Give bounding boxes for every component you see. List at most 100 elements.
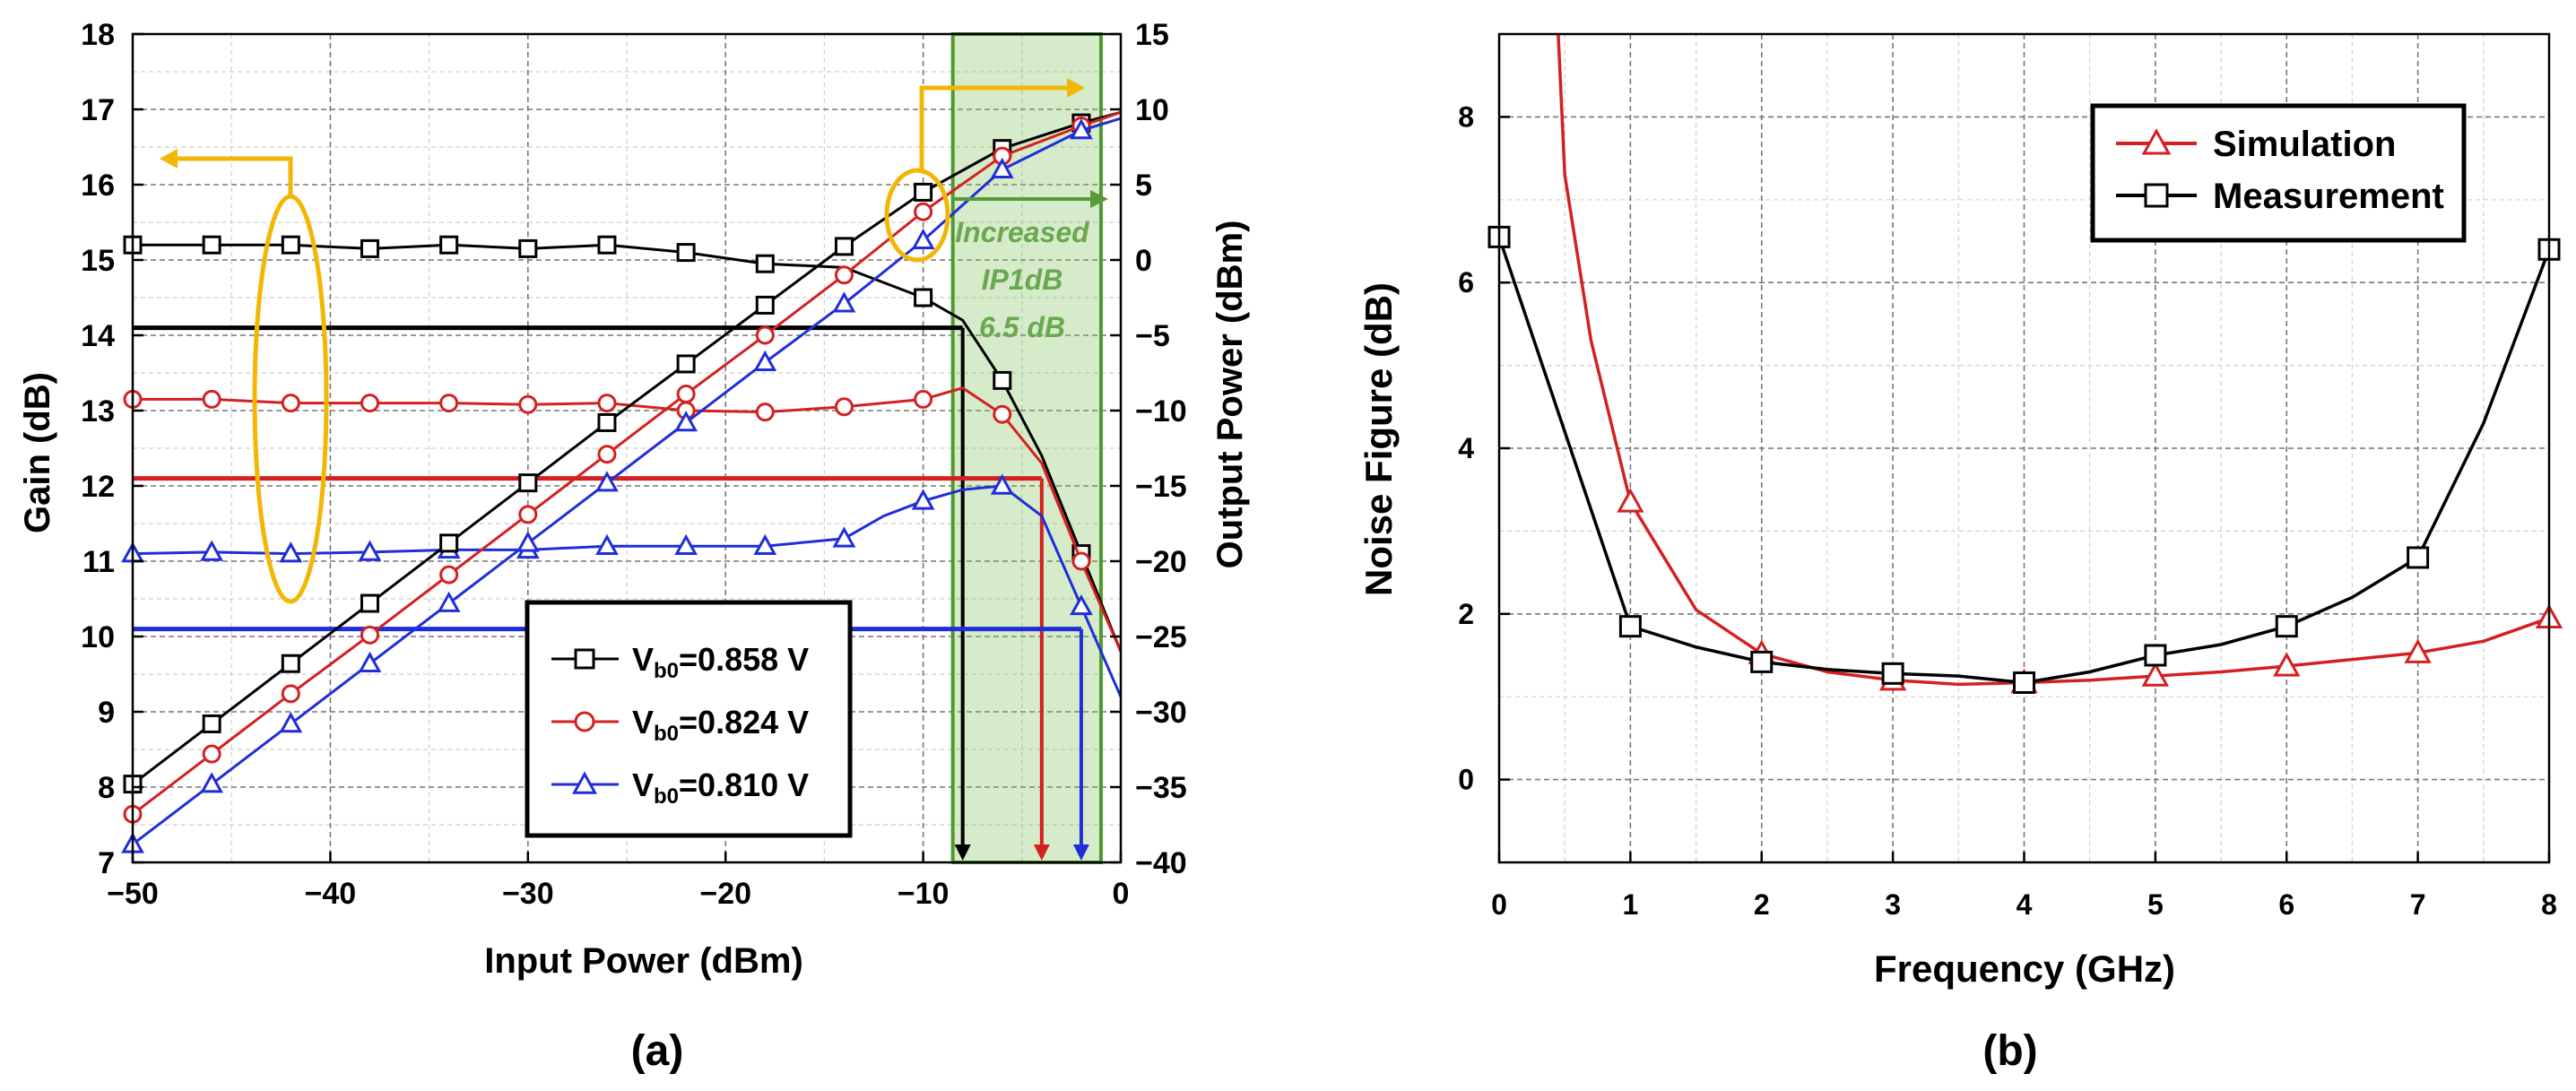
- y-right-tick-label: 0: [1135, 244, 1152, 278]
- data-point-simulation: [2141, 662, 2170, 687]
- data-point-measurement: [2013, 671, 2035, 694]
- data-point-simulation: [1617, 488, 1644, 513]
- panel-a-plot-frame: [131, 32, 1123, 864]
- x-tick-label: 7: [2410, 888, 2426, 921]
- data-point-pout_0.810V: [279, 712, 303, 733]
- series-line-pout_0.810V: [132, 117, 1122, 846]
- data-point-pout_0.810V: [437, 591, 461, 612]
- y-right-tick-label: −15: [1135, 470, 1187, 504]
- panel-a-ticks: −50 −40 −30 −20 −10 0789101112131415161718−40…: [81, 18, 1187, 911]
- legend-label: Vb0=0.824 V: [632, 704, 809, 746]
- data-point-pout_0.824V: [360, 625, 379, 645]
- data-point-simulation: [2273, 652, 2301, 677]
- data-point-pout_0.858V: [914, 182, 933, 202]
- y-left-tick-label: 8: [98, 771, 115, 805]
- data-point-gain_0.824V: [202, 389, 221, 409]
- panel-b-legend: Simulation Measurement: [2090, 103, 2467, 243]
- data-point-pout_0.858V: [834, 237, 854, 256]
- data-point-gain_0.824V: [834, 397, 854, 417]
- y-right-tick-label: −10: [1135, 394, 1187, 429]
- panel-a-x-axis-title: Input Power (dBm): [484, 941, 803, 981]
- panel-a-left-axis-title: Gain (dB): [18, 372, 57, 533]
- y-right-tick-label: 10: [1135, 93, 1169, 127]
- y-right-tick-label: −25: [1135, 620, 1187, 654]
- data-point-pout_0.810V: [832, 291, 856, 313]
- panel-a: −50 −40 −30 −20 −10 0789101112131415161718−40…: [18, 18, 1250, 1075]
- panel-b: 0 1 2 3 4 5 6 7 8 0 2 4 6 8 Simulation Measurement Fre…: [1357, 32, 2563, 1075]
- panel-a-label: (a): [631, 1027, 684, 1075]
- panel-b-ticks: 0 1 2 3 4 5 6 7 8 0 2 4 6 8: [1458, 100, 2557, 921]
- data-point-pout_0.810V: [911, 228, 935, 249]
- data-point-gain_0.810V: [595, 533, 619, 555]
- data-point-pout_0.810V: [674, 411, 698, 432]
- legend-marker: [2141, 128, 2172, 155]
- data-point-gain_0.824V: [281, 394, 300, 413]
- data-point-gain_0.824V: [518, 394, 538, 414]
- data-point-pout_0.810V: [358, 651, 382, 673]
- data-point-gain_0.824V: [1071, 551, 1091, 571]
- data-point-measurement: [1618, 615, 1642, 638]
- panel-a-right-axis-title: Output Power (dBm): [1210, 221, 1250, 569]
- annotation-line-1: Increased: [955, 216, 1090, 248]
- data-point-gain_0.858V: [755, 254, 775, 273]
- legend-marker: [2144, 183, 2169, 208]
- y-tick-label: 6: [1458, 266, 1474, 299]
- annotation-line-2: IP1dB: [982, 264, 1063, 296]
- y-left-tick-label: 12: [81, 470, 115, 504]
- x-tick-label: 8: [2541, 888, 2557, 921]
- x-tick-label: 0: [1491, 888, 1507, 921]
- y-right-tick-label: −20: [1135, 545, 1187, 579]
- data-point-gain_0.810V: [358, 540, 382, 561]
- data-point-pout_0.824V: [755, 325, 775, 345]
- y-left-tick-label: 10: [81, 620, 115, 654]
- data-point-gain_0.824V: [914, 389, 933, 409]
- data-point-gain_0.858V: [597, 235, 617, 255]
- data-point-pout_0.824V: [834, 265, 854, 285]
- data-point-pout_0.810V: [1070, 118, 1093, 140]
- x-tick-label: 5: [2147, 888, 2164, 921]
- ip1db-annotation-text: Increased IP1dB 6.5 dB: [955, 216, 1090, 343]
- y-tick-label: 2: [1458, 598, 1474, 630]
- y-tick-label: 0: [1458, 764, 1474, 796]
- y-right-tick-label: −40: [1135, 846, 1187, 880]
- data-point-pout_0.858V: [518, 473, 538, 493]
- data-point-pout_0.858V: [281, 654, 300, 673]
- y-right-tick-label: −5: [1135, 319, 1170, 353]
- y-right-tick-label: −30: [1135, 696, 1187, 730]
- x-tick-label: −30: [502, 877, 554, 911]
- panel-b-label: (b): [1982, 1027, 2037, 1075]
- x-tick-label: −50: [107, 877, 159, 911]
- panel-b-y-axis-title: Noise Figure (dB): [1357, 282, 1400, 596]
- data-point-gain_0.824V: [597, 394, 617, 413]
- series-line-simulation: [1557, 33, 2550, 687]
- x-tick-label: 3: [1885, 888, 1901, 921]
- data-point-gain_0.858V: [202, 235, 221, 255]
- data-point-pout_0.858V: [202, 714, 221, 733]
- y-left-tick-label: 15: [81, 244, 115, 278]
- data-point-gain_0.858V: [281, 235, 300, 255]
- output-power-axis-annotation: [884, 78, 1085, 263]
- series-line-pout_0.858V: [132, 110, 1122, 785]
- x-tick-label: 2: [1754, 888, 1770, 921]
- data-point-gain_0.858V: [360, 238, 379, 258]
- data-point-gain_0.858V: [518, 238, 538, 258]
- data-point-pout_0.810V: [990, 157, 1014, 178]
- series-line-gain_0.824V: [133, 386, 1123, 653]
- panel-b-x-axis-title: Frequency (GHz): [1874, 948, 2175, 990]
- y-left-tick-label: 9: [98, 696, 115, 730]
- data-point-pout_0.824V: [676, 385, 696, 404]
- legend-marker: [574, 648, 595, 670]
- legend-label: Measurement: [2213, 177, 2444, 216]
- legend-marker: [571, 771, 598, 794]
- data-point-gain_0.810V: [279, 541, 303, 563]
- x-tick-label: 1: [1622, 888, 1638, 921]
- data-point-pout_0.858V: [439, 533, 459, 553]
- data-point-pout_0.824V: [914, 202, 933, 221]
- p1db-arrowhead: [954, 844, 971, 861]
- y-left-tick-label: 11: [82, 545, 115, 579]
- data-point-pout_0.858V: [755, 295, 775, 315]
- data-point-gain_0.810V: [1070, 593, 1093, 616]
- legend-label: Vb0=0.810 V: [632, 766, 809, 809]
- p1db-arrowhead: [1033, 844, 1050, 861]
